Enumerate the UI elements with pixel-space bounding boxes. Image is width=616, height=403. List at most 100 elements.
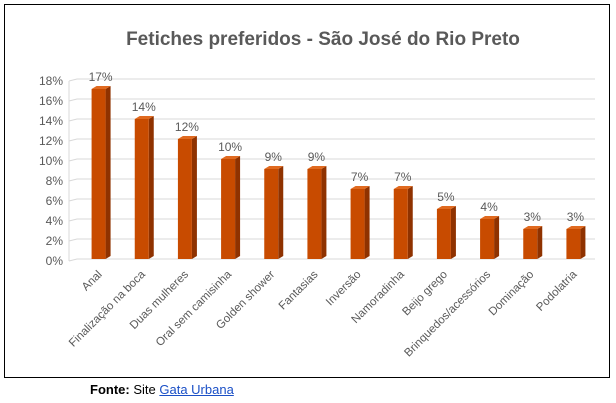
bar-side [450, 206, 456, 259]
bar-top [221, 156, 241, 159]
data-label: 12% [175, 120, 199, 134]
gridline [68, 98, 595, 102]
data-label: 3% [524, 210, 542, 224]
bar-front [177, 139, 192, 259]
bar-top [480, 216, 500, 219]
y-tick-label: 14% [39, 114, 63, 128]
bar [221, 156, 241, 259]
x-tick-label: Inversão [324, 269, 364, 309]
y-tick-label: 10% [39, 154, 63, 168]
data-label: 9% [265, 150, 283, 164]
bar-side [537, 226, 543, 259]
y-tick-label: 8% [46, 174, 64, 188]
bar-front [350, 189, 365, 259]
y-tick-label: 12% [39, 134, 63, 148]
source-prefix: Site [133, 382, 156, 397]
y-tick-label: 4% [46, 214, 64, 228]
x-tick-label: Anal [80, 269, 105, 294]
bar [436, 206, 456, 259]
gridline [68, 158, 595, 162]
gridline [68, 238, 595, 242]
bar-front [566, 229, 581, 259]
y-axis: 0% 2% 4% 6% 8% 10% 12% 14% 16% 18% [39, 74, 63, 268]
x-tick-label: Oral sem camisinha [154, 268, 235, 349]
chart-title: Fetiches preferidos - São José do Rio Pr… [126, 29, 520, 50]
bar-front [264, 169, 279, 259]
bar-side [191, 136, 197, 259]
data-label: 3% [567, 210, 585, 224]
bar-top [91, 86, 111, 89]
x-tick-label: Dominação [487, 269, 537, 319]
gridline [68, 118, 595, 122]
gridlines [68, 78, 595, 262]
data-label: 7% [394, 170, 412, 184]
bar-front [436, 209, 451, 259]
bar [350, 186, 370, 259]
data-label: 10% [218, 140, 242, 154]
y-tick-label: 2% [46, 234, 64, 248]
bar-front [91, 89, 106, 259]
bar-side [321, 166, 327, 259]
data-labels: 17% 14% 12% 10% 9% 9% 7% 7% 5% 4% 3% 3% [89, 70, 585, 224]
bar-front [134, 119, 149, 259]
bars [91, 86, 586, 259]
bar-top [523, 226, 543, 229]
y-tick-label: 6% [46, 194, 64, 208]
bar [134, 116, 154, 259]
bar-side [235, 156, 241, 259]
bar-top [436, 206, 456, 209]
bar-top [264, 166, 284, 169]
bar-front [523, 229, 538, 259]
gridline [68, 178, 595, 182]
x-tick-label: Fantasias [277, 268, 321, 312]
data-label: 4% [480, 200, 498, 214]
bar [566, 226, 586, 259]
y-tick-label: 0% [46, 254, 64, 268]
bar-top [393, 186, 413, 189]
bar-top [566, 226, 586, 229]
bar [307, 166, 327, 259]
bar [393, 186, 413, 259]
source-link[interactable]: Gata Urbana [159, 382, 234, 397]
bar [91, 86, 111, 259]
x-tick-label: Podolatria [534, 268, 580, 314]
bar-side [105, 86, 111, 259]
x-tick-label: Brinquedos/acessórios [402, 268, 493, 359]
bar-top [350, 186, 370, 189]
bar-top [177, 136, 197, 139]
data-label: 14% [132, 100, 156, 114]
data-label: 17% [89, 70, 113, 84]
chart-container: Fetiches preferidos - São José do Rio Pr… [4, 4, 610, 378]
bar-front [307, 169, 322, 259]
gridline [68, 198, 595, 202]
data-label: 7% [351, 170, 369, 184]
bar-top [307, 166, 327, 169]
bar [264, 166, 284, 259]
bar-side [407, 186, 413, 259]
bar-side [494, 216, 500, 259]
gridline [68, 218, 595, 222]
data-label: 9% [308, 150, 326, 164]
bar [523, 226, 543, 259]
y-tick-label: 18% [39, 74, 63, 88]
bar-side [148, 116, 154, 259]
bar-side [364, 186, 370, 259]
bar-front [480, 219, 495, 259]
source-note: Fonte: Site Gata Urbana [90, 382, 234, 397]
bar [177, 136, 197, 259]
bar-top [134, 116, 154, 119]
bar [480, 216, 500, 259]
bar-side [580, 226, 586, 259]
y-tick-label: 16% [39, 94, 63, 108]
bar-front [221, 159, 236, 259]
source-label: Fonte: [90, 382, 130, 397]
gridline [68, 258, 595, 262]
x-tick-label: Finalização na boca [67, 268, 148, 349]
gridline [68, 78, 595, 82]
bar-front [393, 189, 408, 259]
data-label: 5% [437, 190, 455, 204]
bar-side [278, 166, 284, 259]
gridline [68, 138, 595, 142]
bar-chart: Fetiches preferidos - São José do Rio Pr… [39, 29, 595, 359]
